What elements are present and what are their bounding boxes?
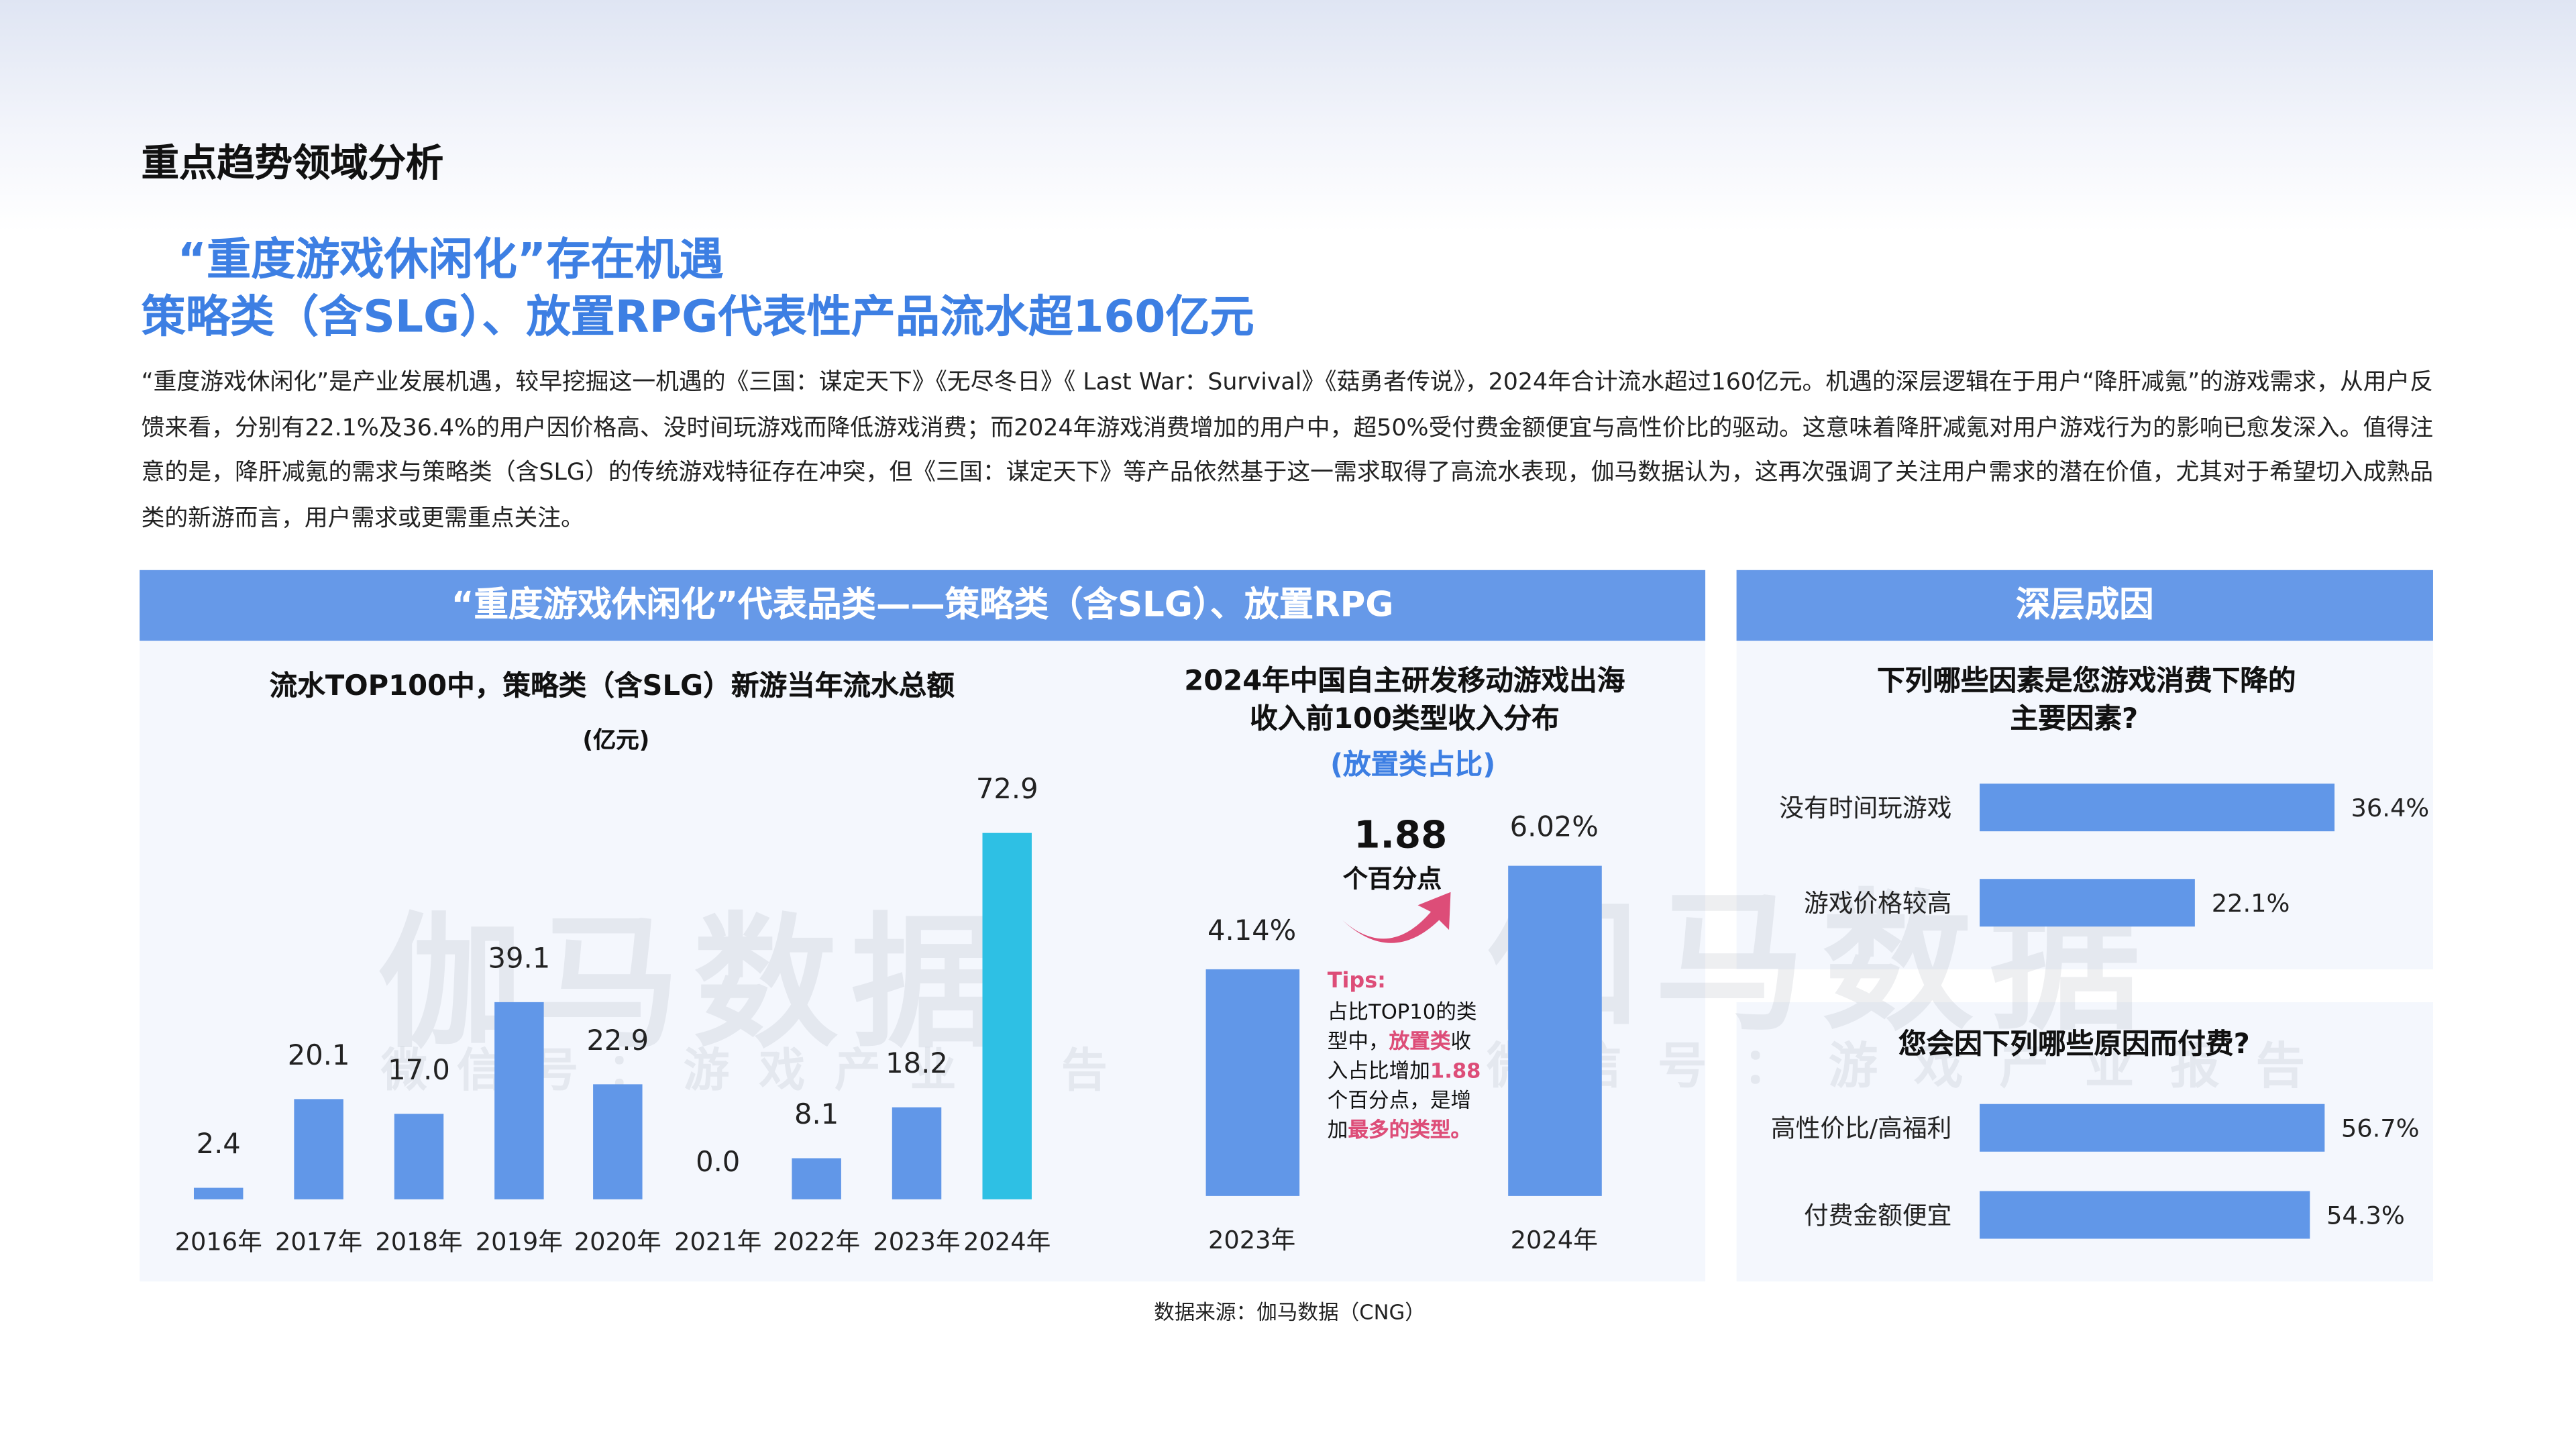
tips-highlight: 最多的类型。 — [1348, 1117, 1472, 1142]
chart2-title: 2024年中国自主研发移动游戏出海 — [1184, 665, 1625, 698]
chart3-category-label: 没有时间玩游戏 — [1779, 793, 1952, 823]
chart3-category-label: 游戏价格较高 — [1803, 888, 1952, 918]
chart1-x-label: 2024年 — [963, 1227, 1051, 1257]
chart1-bar — [892, 1108, 942, 1199]
chart1-x-label: 2018年 — [375, 1227, 463, 1257]
chart3-bar — [1980, 879, 2196, 927]
chart1-data-label: 0.0 — [696, 1146, 741, 1180]
chart1-unit: (亿元) — [582, 727, 650, 755]
right-panel: 深层成因 — [1736, 570, 2433, 969]
chart1-bar — [982, 833, 1032, 1199]
chart1-data-label: 17.0 — [388, 1055, 450, 1088]
chart1-x-label: 2022年 — [773, 1227, 861, 1257]
chart1-data-label: 72.9 — [975, 773, 1038, 807]
tips-text: 收入占比增加 — [1327, 1028, 1472, 1083]
tips-text: 占比TOP10的类型中， — [1327, 998, 1477, 1053]
tips-box: Tips: 占比TOP10的类型中，放置类收入占比增加1.88 个百分点，是增加最… — [1328, 967, 1489, 1144]
chart1-x-label: 2019年 — [475, 1227, 564, 1257]
chart1-bar — [593, 1084, 643, 1199]
delta-unit: 个百分点 — [1343, 864, 1442, 894]
watermark-sub-right: 微信号：游戏产业报告 — [1487, 1038, 2341, 1096]
chart1-x-label: 2023年 — [873, 1227, 961, 1257]
chart1-bar — [394, 1114, 444, 1199]
chart3-title-line2: 主要因素? — [2010, 703, 2139, 737]
chart4-bar — [1980, 1191, 2310, 1239]
chart1-x-label: 2016年 — [174, 1227, 262, 1257]
chart1-data-label: 22.9 — [586, 1025, 649, 1059]
chart1-bar — [294, 1098, 343, 1199]
tips-label: Tips: — [1327, 969, 1386, 994]
chart1-data-label: 18.2 — [885, 1049, 948, 1082]
chart3-bar — [1980, 784, 2335, 832]
chart3-data-label: 22.1% — [2211, 888, 2290, 918]
chart1-data-label: 8.1 — [794, 1099, 839, 1132]
tips-text: 个百分点，是增加 — [1327, 1087, 1472, 1142]
chart1-bar — [193, 1187, 244, 1199]
chart3-data-label: 36.4% — [2351, 793, 2430, 823]
chart1-title: 流水TOP100中，策略类（含SLG）新游当年流水总额 — [269, 670, 955, 704]
chart1-x-label: 2020年 — [574, 1227, 661, 1257]
chart2-data-label: 6.02% — [1509, 811, 1599, 845]
chart2-title-line2: 收入前100类型收入分布 — [1250, 703, 1560, 737]
tips-highlight: 1.88 — [1430, 1058, 1481, 1083]
chart2-x-label: 2024年 — [1510, 1225, 1598, 1256]
chart4-bar — [1980, 1104, 2325, 1152]
chart1-x-label: 2021年 — [674, 1227, 762, 1257]
chart4-data-label: 54.3% — [2326, 1201, 2405, 1231]
chart2-data-label: 4.14% — [1207, 914, 1297, 948]
chart1-data-label: 20.1 — [287, 1038, 350, 1072]
chart4-title: 您会因下列哪些原因而付费? — [1898, 1028, 2250, 1062]
chart1-data-label: 39.1 — [488, 943, 551, 977]
up-arrow-icon — [1342, 892, 1451, 943]
chart3-title: 下列哪些因素是您游戏消费下降的 — [1876, 665, 2296, 698]
data-source: 数据来源：伽马数据（CNG） — [1154, 1299, 1426, 1324]
chart2-bar — [1508, 865, 1602, 1196]
right-panel-header: 深层成因 — [1736, 570, 2433, 641]
title-line-1: “重度游戏休闲化”存在机遇 — [177, 235, 724, 286]
chart4-data-label: 56.7% — [2341, 1114, 2420, 1144]
chart2-subtitle: (放置类占比) — [1330, 749, 1496, 782]
chart2-x-label: 2023年 — [1208, 1225, 1296, 1256]
chart2-bar — [1205, 969, 1300, 1196]
chart1-x-label: 2017年 — [274, 1227, 363, 1257]
watermark-left: 伽马数据 — [378, 898, 1009, 1068]
body-paragraph: “重度游戏休闲化”是产业发展机遇，较早挖掘这一机遇的《三国：谋定天下》《无尽冬日… — [141, 370, 2433, 532]
chart1-bar — [792, 1159, 841, 1199]
chart1-bar — [494, 1002, 544, 1199]
title-line-2: 策略类（含SLG）、放置RPG代表性产品流水超160亿元 — [141, 292, 1254, 343]
chart1-data-label: 2.4 — [196, 1128, 241, 1161]
chart4-category-label: 付费金额便宜 — [1803, 1201, 1952, 1231]
chart4-category-label: 高性价比/高福利 — [1770, 1114, 1952, 1144]
delta-value: 1.88 — [1354, 814, 1448, 858]
tips-highlight: 放置类 — [1389, 1028, 1451, 1053]
section-heading: 重点趋势领域分析 — [141, 143, 444, 186]
left-panel-header: “重度游戏休闲化”代表品类——策略类（含SLG）、放置RPG — [140, 570, 1706, 641]
